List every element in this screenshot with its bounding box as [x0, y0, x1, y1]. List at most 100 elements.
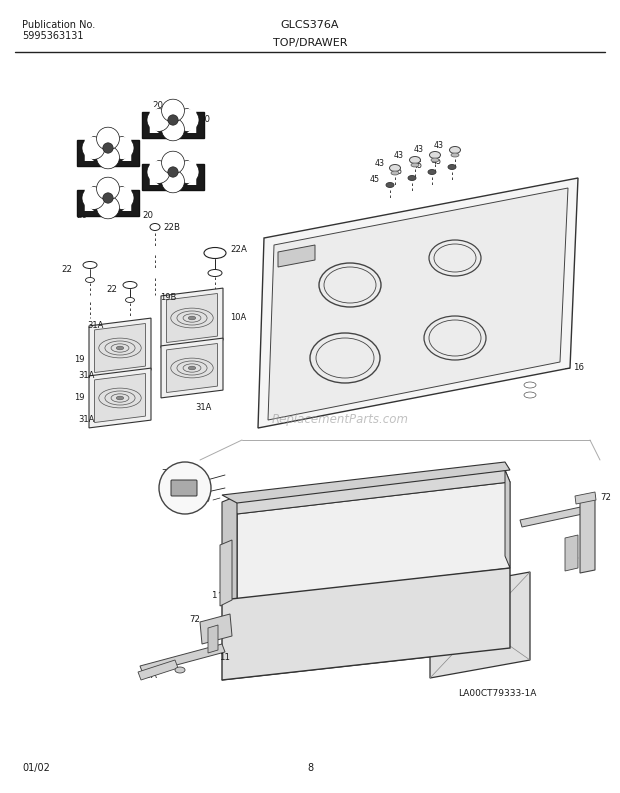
Polygon shape — [89, 368, 151, 428]
Text: 71: 71 — [161, 469, 172, 477]
Ellipse shape — [86, 278, 94, 282]
Polygon shape — [167, 293, 218, 343]
Text: 20: 20 — [76, 210, 87, 220]
Polygon shape — [232, 502, 237, 600]
Ellipse shape — [409, 156, 420, 163]
Polygon shape — [150, 107, 159, 115]
Circle shape — [162, 118, 184, 141]
Ellipse shape — [389, 164, 401, 171]
Ellipse shape — [208, 270, 222, 277]
Circle shape — [103, 143, 113, 153]
Text: 20: 20 — [200, 116, 211, 125]
Text: ReplacementParts.com: ReplacementParts.com — [272, 413, 409, 427]
Text: 19: 19 — [74, 355, 85, 365]
Polygon shape — [187, 159, 197, 167]
Ellipse shape — [524, 392, 536, 398]
Polygon shape — [142, 164, 204, 190]
Circle shape — [82, 136, 105, 159]
Polygon shape — [258, 178, 578, 428]
Circle shape — [103, 193, 113, 203]
Text: 8: 8 — [307, 763, 313, 773]
Text: 43: 43 — [394, 151, 404, 159]
Ellipse shape — [429, 320, 481, 356]
Ellipse shape — [324, 267, 376, 303]
Text: 19B: 19B — [160, 293, 176, 302]
Polygon shape — [161, 338, 223, 398]
Polygon shape — [200, 614, 232, 644]
Polygon shape — [95, 324, 146, 373]
Polygon shape — [161, 288, 223, 348]
Polygon shape — [85, 203, 94, 211]
Text: 72: 72 — [189, 615, 200, 625]
Ellipse shape — [204, 247, 226, 259]
Text: 43: 43 — [375, 159, 385, 167]
Polygon shape — [505, 470, 510, 568]
Polygon shape — [142, 112, 204, 138]
Ellipse shape — [316, 338, 374, 378]
Circle shape — [168, 115, 178, 125]
Text: 1: 1 — [211, 591, 217, 600]
Circle shape — [176, 160, 199, 183]
Polygon shape — [187, 177, 197, 185]
Ellipse shape — [150, 224, 160, 231]
Text: 10A: 10A — [230, 313, 246, 323]
Text: 22: 22 — [106, 285, 117, 294]
Circle shape — [162, 99, 184, 122]
Polygon shape — [122, 185, 131, 193]
Polygon shape — [237, 482, 510, 600]
Ellipse shape — [386, 182, 394, 187]
Text: 45: 45 — [370, 175, 380, 185]
Polygon shape — [150, 177, 159, 185]
Circle shape — [97, 127, 120, 150]
Circle shape — [147, 160, 170, 183]
Polygon shape — [138, 660, 178, 680]
Text: 20: 20 — [153, 102, 164, 110]
Ellipse shape — [431, 158, 439, 162]
Polygon shape — [232, 470, 510, 514]
Polygon shape — [220, 540, 232, 606]
Ellipse shape — [428, 170, 436, 174]
Circle shape — [97, 196, 120, 219]
Text: 43: 43 — [434, 140, 444, 150]
Polygon shape — [167, 343, 218, 393]
Ellipse shape — [188, 366, 196, 370]
Text: 45: 45 — [413, 162, 423, 170]
Polygon shape — [187, 107, 197, 115]
Text: 11: 11 — [219, 653, 231, 662]
Text: 01/02: 01/02 — [22, 763, 50, 773]
Ellipse shape — [123, 282, 137, 289]
Polygon shape — [89, 318, 151, 378]
Text: TOP/DRAWER: TOP/DRAWER — [273, 38, 347, 48]
Circle shape — [97, 146, 120, 169]
Text: 31A: 31A — [195, 404, 211, 412]
Polygon shape — [222, 568, 510, 680]
Polygon shape — [575, 492, 596, 504]
Text: 31A: 31A — [79, 370, 95, 380]
Ellipse shape — [430, 151, 440, 159]
Ellipse shape — [524, 382, 536, 388]
Text: 22: 22 — [61, 266, 72, 274]
Ellipse shape — [125, 297, 135, 302]
Text: 5995363131: 5995363131 — [22, 31, 84, 41]
Text: LA00CT79333-1A: LA00CT79333-1A — [458, 688, 536, 698]
Ellipse shape — [175, 667, 185, 673]
Polygon shape — [208, 625, 218, 653]
Ellipse shape — [448, 164, 456, 170]
Circle shape — [111, 186, 134, 209]
Text: 13: 13 — [583, 505, 594, 515]
Polygon shape — [565, 535, 578, 571]
Polygon shape — [268, 188, 568, 420]
Polygon shape — [122, 153, 131, 161]
Ellipse shape — [391, 171, 399, 175]
Ellipse shape — [188, 316, 196, 320]
Polygon shape — [77, 190, 139, 216]
Polygon shape — [430, 572, 530, 678]
Polygon shape — [187, 125, 197, 133]
Text: GLCS376A: GLCS376A — [281, 20, 339, 30]
Ellipse shape — [451, 153, 459, 157]
Polygon shape — [580, 495, 595, 573]
Text: 70: 70 — [199, 496, 210, 504]
Polygon shape — [77, 140, 139, 167]
Text: 72: 72 — [600, 493, 611, 503]
Text: 31A: 31A — [87, 320, 103, 330]
